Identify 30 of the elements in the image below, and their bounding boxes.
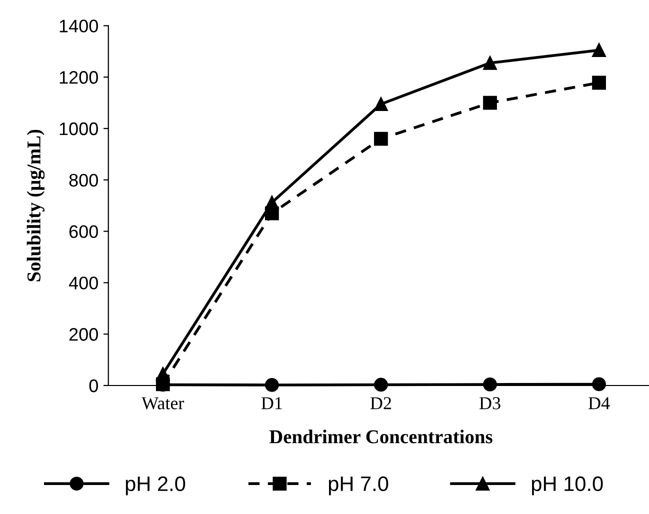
x-tick-label: D2 [370,397,391,410]
y-tick-label: 600 [69,225,98,238]
y-tick-label: 1000 [60,122,98,136]
x-axis-title: Dendrimer Concentrations [269,430,492,444]
point [374,97,388,112]
point [592,43,606,58]
x-tick-label: D1 [261,397,282,410]
point [592,76,606,90]
y-tick-label: 0 [89,379,98,392]
x-tick-label: D4 [588,397,610,410]
point [156,366,170,381]
y-tick-label: 400 [68,276,98,290]
y-tick-label: 1200 [60,71,98,84]
point [483,96,497,110]
point [264,378,279,392]
x-tick-label: Water [142,397,184,410]
legend-label: pH 7.0 [328,476,388,496]
legend-label: pH 2.0 [126,476,186,496]
point [483,56,497,70]
y-axis-title: Solubility (µg/mL) [26,130,45,282]
y-tick-label: 800 [69,174,98,187]
y-tick-label: 200 [69,328,98,341]
legend-label: pH 10.0 [532,476,603,496]
point [592,377,606,392]
x-tick-label: D3 [479,397,500,410]
point [374,378,388,392]
point [264,196,279,210]
point [483,378,497,392]
point [374,132,388,146]
y-tick-label: 1400 [60,20,98,32]
